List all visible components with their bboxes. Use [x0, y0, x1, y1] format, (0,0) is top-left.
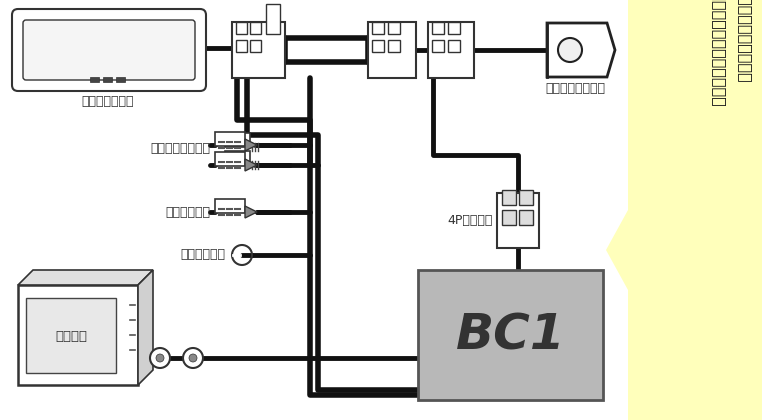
Bar — [428, 22, 474, 78]
FancyBboxPatch shape — [12, 9, 206, 91]
Bar — [103, 77, 112, 82]
Text: 市販ナビ: 市販ナビ — [55, 331, 87, 344]
Bar — [372, 22, 384, 34]
Polygon shape — [138, 270, 153, 385]
Bar — [519, 210, 533, 225]
Text: アクセサリー電源: アクセサリー電源 — [150, 142, 210, 155]
Text: 純正バックカメラ: 純正バックカメラ — [545, 82, 605, 95]
Circle shape — [558, 38, 582, 62]
Bar — [250, 22, 261, 34]
Bar — [215, 152, 245, 166]
Bar — [497, 193, 539, 248]
Bar — [628, 0, 762, 420]
Bar — [215, 132, 245, 146]
Bar — [215, 199, 245, 213]
Bar — [26, 298, 116, 373]
Text: ミラーモニター: ミラーモニター — [82, 95, 134, 108]
Bar — [368, 22, 416, 78]
Text: 4Pカプラー: 4Pカプラー — [447, 214, 493, 227]
Bar — [448, 22, 460, 34]
Polygon shape — [245, 206, 257, 218]
Bar — [388, 22, 400, 34]
Polygon shape — [245, 139, 257, 151]
Bar — [519, 190, 533, 205]
Bar — [225, 133, 250, 147]
Bar — [18, 285, 138, 385]
Text: リバース信号: リバース信号 — [165, 205, 210, 218]
Text: ボディアース: ボディアース — [180, 249, 225, 262]
Polygon shape — [18, 270, 153, 285]
Bar — [432, 40, 444, 52]
Bar — [502, 210, 516, 225]
Bar — [250, 40, 261, 52]
Text: BC1: BC1 — [456, 311, 565, 359]
Polygon shape — [245, 159, 257, 171]
Bar — [236, 40, 247, 52]
Bar — [90, 77, 99, 82]
Bar — [418, 270, 603, 400]
Bar — [432, 22, 444, 34]
Bar — [232, 22, 285, 78]
Circle shape — [156, 354, 164, 362]
Bar — [388, 40, 400, 52]
Bar — [116, 77, 125, 82]
Polygon shape — [547, 23, 615, 77]
Bar — [448, 40, 460, 52]
FancyBboxPatch shape — [23, 20, 195, 80]
Circle shape — [183, 348, 203, 368]
Text: 映像を市販ナビ（社外ナビ）に映す配線図: 映像を市販ナビ（社外ナビ）に映す配線図 — [711, 0, 726, 106]
Bar — [266, 4, 280, 34]
Polygon shape — [606, 210, 628, 290]
Bar — [236, 22, 247, 34]
Circle shape — [150, 348, 170, 368]
Circle shape — [189, 354, 197, 362]
Bar — [502, 190, 516, 205]
Bar — [372, 40, 384, 52]
Text: 自動防眩ミラーのバックカメラ: 自動防眩ミラーのバックカメラ — [737, 0, 752, 82]
Bar — [225, 151, 250, 165]
